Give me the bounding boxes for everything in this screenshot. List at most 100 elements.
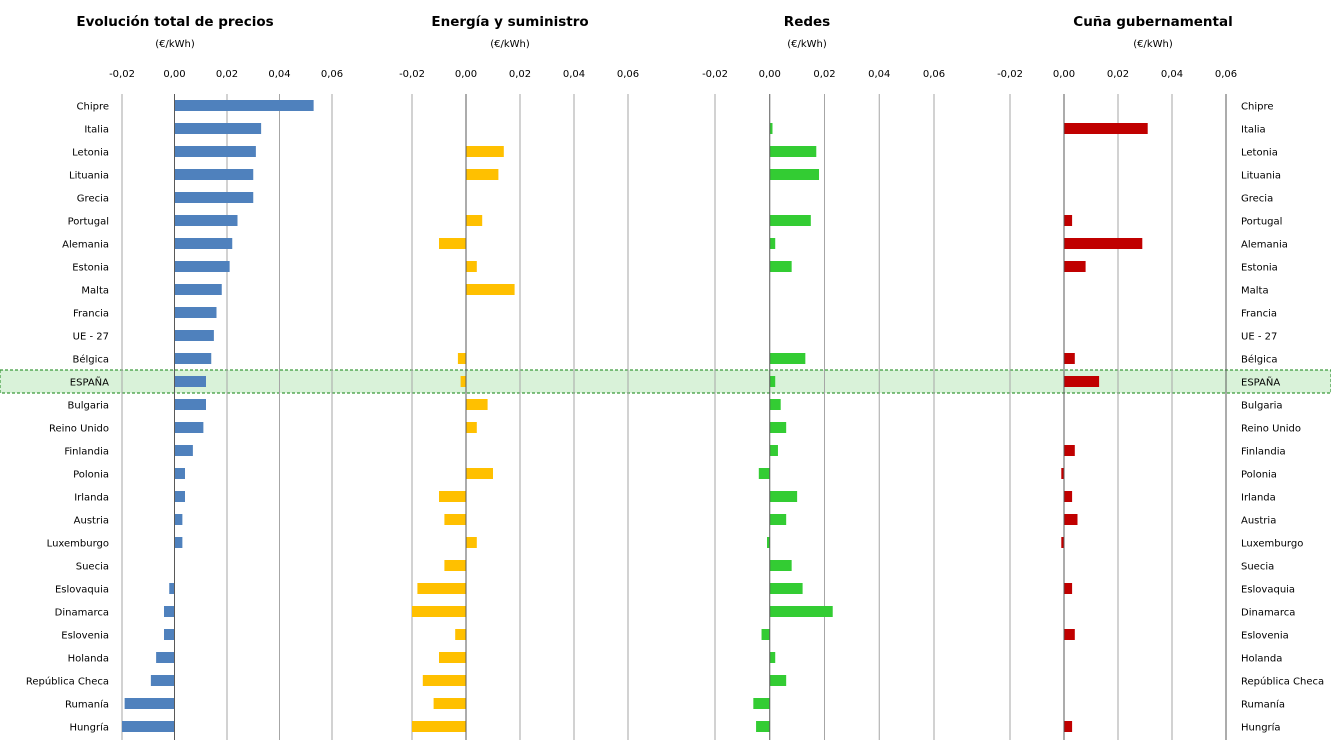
- bar-austria: [769, 514, 787, 525]
- highlight-band-espana: [0, 369, 1331, 394]
- bar-suecia: [444, 560, 466, 571]
- category-label: Eslovaquia: [1241, 585, 1295, 596]
- bar-holanda: [769, 652, 776, 663]
- bar-malta: [174, 284, 222, 295]
- category-label: Eslovenia: [61, 631, 109, 642]
- category-label: Francia: [1241, 309, 1277, 320]
- bar-eslovenia: [164, 629, 175, 640]
- bar-hungría: [756, 721, 770, 732]
- category-label: Irlanda: [74, 493, 109, 504]
- bar-lituania: [466, 169, 499, 180]
- category-label: Estonia: [1241, 263, 1278, 274]
- bar-hungría: [412, 721, 466, 732]
- category-label: Bélgica: [72, 354, 109, 366]
- tick-label: -0,02: [702, 69, 728, 80]
- category-label: Italia: [1241, 125, 1266, 136]
- bar-república-checa: [422, 675, 466, 686]
- bar-estonia: [769, 261, 792, 272]
- chart-panel-4: Cuña gubernamental (€/kWh) -0,02 0,00 0,02 0,…: [997, 14, 1324, 740]
- category-label: Bélgica: [1241, 354, 1278, 366]
- bar-rumanía: [753, 698, 770, 709]
- bar-hungría: [1064, 721, 1073, 732]
- category-label: República Checa: [1241, 676, 1324, 688]
- bar-letonia: [466, 146, 504, 157]
- category-label: ESPAÑA: [70, 376, 109, 389]
- bar-españa: [174, 376, 206, 387]
- category-label: República Checa: [26, 676, 109, 688]
- bar-eslovaquia: [417, 583, 466, 594]
- category-label: Dinamarca: [1241, 608, 1295, 619]
- bar-francia: [174, 307, 217, 318]
- category-label: Eslovenia: [1241, 631, 1289, 642]
- bar-luxemburgo: [174, 537, 183, 548]
- bar-eslovaquia: [169, 583, 175, 594]
- category-label: Alemania: [62, 240, 109, 251]
- tick-label: 0,06: [1215, 69, 1237, 80]
- tick-label: 0,02: [216, 69, 238, 80]
- category-label: Italia: [84, 125, 109, 136]
- bar-estonia: [466, 261, 477, 272]
- tick-label: 0,06: [321, 69, 343, 80]
- bar-república-checa: [150, 675, 175, 686]
- tick-label: 0,02: [509, 69, 531, 80]
- category-label: Reino Unido: [49, 424, 109, 435]
- bar-hungría: [122, 721, 175, 732]
- bar-finlandia: [769, 445, 778, 456]
- chart-panel-3: Redes (€/kWh) -0,02 0,00 0,02 0,04 0,06: [702, 14, 945, 740]
- category-label: Chipre: [1241, 102, 1274, 113]
- bar-polonia: [466, 468, 493, 479]
- bar-austria: [1064, 514, 1078, 525]
- category-label: Finlandia: [64, 447, 109, 458]
- category-label: Austria: [1241, 516, 1276, 527]
- bar-alemania: [1064, 238, 1143, 249]
- bar-malta: [466, 284, 515, 295]
- category-label: Holanda: [68, 654, 109, 665]
- chart-title: Evolución total de precios: [76, 14, 273, 30]
- bar-españa: [1064, 376, 1100, 387]
- category-label: Polonia: [73, 470, 109, 481]
- chart-title: Redes: [784, 14, 830, 30]
- bar-chipre: [174, 100, 314, 111]
- bar-dinamarca: [769, 606, 833, 617]
- tick-label: 0,06: [617, 69, 639, 80]
- bar-bélgica: [769, 353, 806, 364]
- category-label: Finlandia: [1241, 447, 1286, 458]
- bar-luxemburgo: [466, 537, 477, 548]
- bar-estonia: [174, 261, 230, 272]
- chart-unit: (€/kWh): [787, 39, 827, 50]
- bar-españa: [769, 376, 776, 387]
- category-label: Letonia: [72, 148, 109, 159]
- chart-panel-2: Energía y suministro (€/kWh) -0,02 0,00 0,02…: [399, 14, 639, 740]
- bar-polonia: [758, 468, 770, 479]
- chart-unit: (€/kWh): [155, 39, 195, 50]
- category-label: Portugal: [1241, 217, 1282, 228]
- bar-irlanda: [174, 491, 185, 502]
- category-label: Luxemburgo: [47, 539, 109, 550]
- bar-eslovenia: [761, 629, 770, 640]
- tick-label: -0,02: [997, 69, 1023, 80]
- bar-irlanda: [769, 491, 798, 502]
- bar-rumanía: [433, 698, 466, 709]
- bar-finlandia: [1064, 445, 1075, 456]
- tick-label: 0,00: [759, 69, 781, 80]
- category-label: Polonia: [1241, 470, 1277, 481]
- bar-holanda: [156, 652, 175, 663]
- bar-rumanía: [124, 698, 175, 709]
- tick-label: 0,00: [455, 69, 477, 80]
- tick-label: 0,04: [1161, 69, 1183, 80]
- tick-label: 0,04: [563, 69, 585, 80]
- chart-panel-1: Evolución total de precios (€/kWh) -0,02 0,…: [26, 14, 343, 740]
- bar-eslovenia: [455, 629, 466, 640]
- bar-luxemburgo: [1061, 537, 1064, 548]
- tick-label: 0,04: [268, 69, 290, 80]
- category-label: Bulgaria: [68, 401, 109, 412]
- bar-italia: [174, 123, 262, 134]
- tick-label: 0,02: [1107, 69, 1129, 80]
- bar-españa: [460, 376, 466, 387]
- bar-austria: [444, 514, 466, 525]
- bar-bélgica: [457, 353, 466, 364]
- category-label: Suecia: [76, 562, 109, 573]
- category-label: UE - 27: [1241, 332, 1277, 343]
